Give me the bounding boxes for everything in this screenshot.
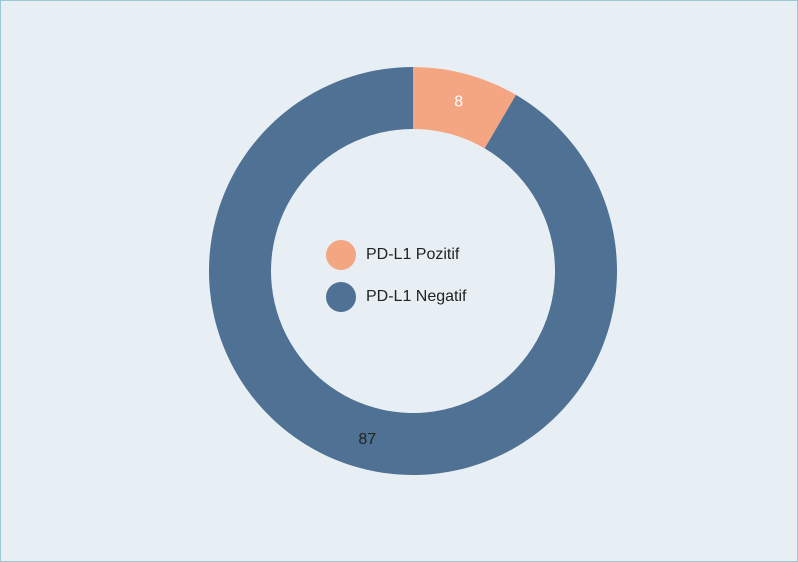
donut-slice xyxy=(413,67,516,149)
legend-swatch xyxy=(326,240,356,270)
value-label: 87 xyxy=(358,431,376,448)
value-label: 8 xyxy=(454,93,463,110)
legend-label: PD-L1 Negatif xyxy=(366,288,467,305)
legend-swatch xyxy=(326,282,356,312)
donut-slice xyxy=(209,67,618,475)
legend-label: PD-L1 Pozitif xyxy=(366,246,460,263)
